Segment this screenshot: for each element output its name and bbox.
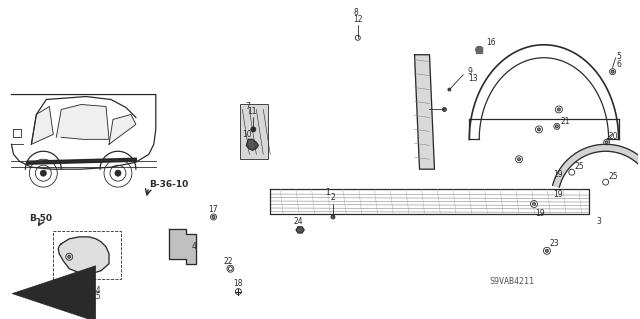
Polygon shape: [415, 55, 435, 169]
Circle shape: [518, 158, 520, 161]
Circle shape: [545, 249, 548, 252]
Polygon shape: [58, 237, 109, 274]
Text: 6: 6: [616, 60, 621, 69]
Text: 15: 15: [92, 292, 101, 301]
Text: 5: 5: [616, 52, 621, 61]
Text: 8: 8: [353, 8, 358, 18]
Polygon shape: [56, 105, 109, 139]
Polygon shape: [109, 115, 136, 144]
Text: 9: 9: [467, 67, 472, 76]
Text: 25: 25: [609, 172, 618, 181]
Circle shape: [251, 127, 256, 132]
Text: 2: 2: [331, 193, 335, 202]
Circle shape: [331, 215, 335, 219]
Text: 25: 25: [575, 162, 584, 171]
Circle shape: [40, 170, 46, 176]
Text: 11: 11: [248, 107, 257, 116]
Text: 19: 19: [553, 170, 563, 179]
Bar: [241, 105, 268, 159]
Circle shape: [212, 215, 215, 219]
Text: 21: 21: [561, 117, 570, 126]
Text: 3: 3: [596, 218, 602, 226]
Circle shape: [538, 128, 540, 131]
Text: 13: 13: [468, 74, 478, 83]
Text: 7: 7: [245, 102, 250, 111]
Text: 10: 10: [243, 130, 252, 139]
Text: 23: 23: [550, 239, 559, 248]
Text: 22: 22: [224, 257, 233, 266]
Text: 20: 20: [609, 132, 618, 141]
Polygon shape: [552, 144, 640, 187]
Text: 24: 24: [293, 218, 303, 226]
Polygon shape: [31, 107, 53, 144]
Circle shape: [557, 108, 561, 111]
Text: 14: 14: [92, 286, 101, 295]
Circle shape: [68, 255, 70, 258]
Polygon shape: [296, 227, 304, 233]
Text: 1: 1: [326, 188, 330, 197]
Text: 12: 12: [353, 15, 363, 25]
Text: 19: 19: [553, 189, 563, 198]
Circle shape: [448, 88, 451, 91]
Circle shape: [556, 125, 558, 128]
Text: 4: 4: [191, 242, 196, 251]
Text: 16: 16: [486, 38, 496, 47]
Polygon shape: [476, 47, 482, 53]
Circle shape: [605, 141, 608, 144]
Text: FR.: FR.: [36, 289, 53, 298]
Text: S9VAB4211: S9VAB4211: [489, 277, 534, 286]
Polygon shape: [169, 229, 196, 264]
Circle shape: [532, 203, 536, 205]
Text: B-50: B-50: [29, 214, 52, 223]
Polygon shape: [246, 139, 259, 150]
Text: 17: 17: [209, 205, 218, 214]
Text: B-36-10: B-36-10: [149, 180, 188, 189]
Circle shape: [115, 170, 121, 176]
Circle shape: [611, 70, 614, 73]
Bar: [53, 231, 121, 279]
Circle shape: [442, 108, 446, 111]
Text: 19: 19: [535, 210, 545, 219]
Text: 18: 18: [234, 279, 243, 288]
